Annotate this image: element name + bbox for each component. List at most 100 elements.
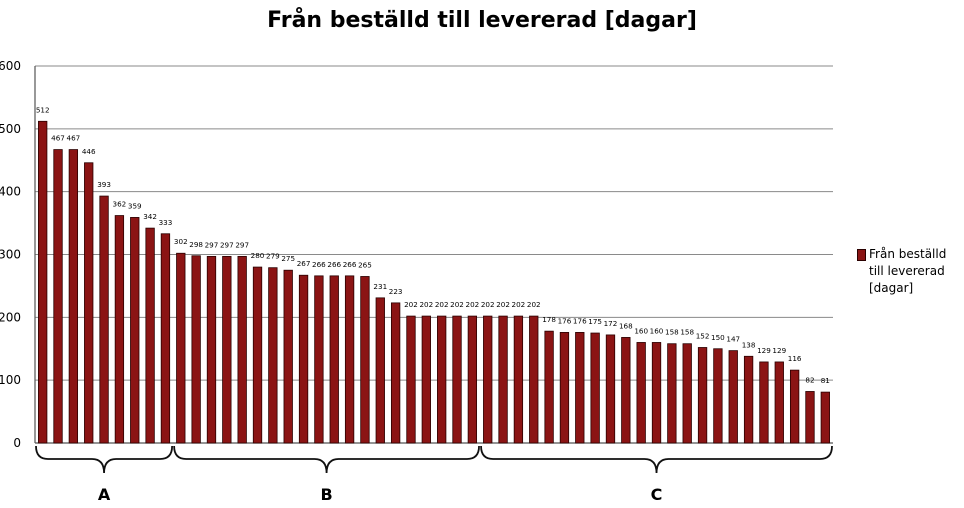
data-label: 359 [128, 201, 142, 210]
bar [130, 217, 140, 444]
data-label: 202 [404, 300, 418, 309]
data-label: 297 [205, 240, 219, 249]
data-label: 202 [419, 300, 433, 309]
bar [805, 391, 815, 444]
bar [667, 343, 677, 444]
bar [789, 369, 800, 444]
bar [682, 343, 692, 444]
data-label: 150 [711, 333, 725, 342]
y-tick-label: 200 [0, 310, 21, 324]
data-label: 176 [573, 316, 587, 325]
data-label: 160 [634, 326, 648, 335]
bar [621, 337, 631, 444]
bar [237, 255, 247, 444]
bar [222, 255, 232, 444]
bar [529, 315, 539, 444]
data-label: 202 [496, 300, 510, 309]
bar [114, 215, 125, 444]
bar [329, 275, 339, 444]
chart-title: Från beställd till levererad [dagar] [267, 8, 697, 33]
bar [820, 391, 830, 444]
legend-label: Från beställd till levererad [dagar] [869, 247, 947, 295]
data-label: 168 [619, 321, 633, 330]
data-label: 393 [97, 180, 111, 189]
data-label: 158 [665, 328, 679, 337]
group-brace [480, 445, 833, 474]
data-label: 333 [159, 218, 173, 227]
bar [559, 332, 570, 444]
data-label: 302 [174, 237, 188, 246]
group-label: C [651, 485, 663, 504]
data-label: 446 [82, 147, 96, 156]
y-tick-label: 400 [0, 185, 21, 199]
bar [314, 275, 324, 444]
data-label: 265 [358, 260, 372, 269]
data-label: 467 [51, 134, 65, 143]
data-label: 81 [821, 376, 830, 385]
y-tick-label: 600 [0, 59, 21, 73]
data-label: 342 [143, 212, 157, 221]
bar [268, 267, 278, 444]
y-tick-label: 300 [0, 248, 21, 262]
bar [84, 162, 94, 444]
bar [728, 350, 738, 444]
bar [99, 195, 109, 444]
data-label: 266 [343, 260, 357, 269]
data-label: 202 [481, 300, 495, 309]
data-label: 147 [726, 335, 740, 344]
data-label: 297 [235, 240, 249, 249]
bar [375, 297, 385, 444]
bar [575, 332, 585, 444]
group-brace [173, 445, 480, 474]
bar [774, 361, 784, 444]
data-label: 129 [757, 346, 771, 355]
bar [206, 255, 217, 444]
bar [252, 266, 263, 444]
bar [437, 315, 447, 444]
y-tick-label: 100 [0, 373, 21, 387]
data-label: 152 [696, 331, 710, 340]
data-label: 175 [588, 317, 602, 326]
group-braces: A B C [35, 445, 833, 504]
y-tick-label: 0 [13, 436, 21, 450]
data-label: 178 [542, 315, 556, 324]
bar [191, 255, 201, 444]
bar [344, 275, 355, 444]
bar [68, 149, 79, 444]
bar [467, 315, 478, 444]
data-label: 202 [435, 300, 449, 309]
group-brace [35, 445, 174, 474]
data-label: 266 [312, 260, 326, 269]
bar [452, 315, 462, 444]
bar [390, 302, 401, 444]
y-tick-label: 500 [0, 122, 21, 136]
data-label: 223 [389, 287, 403, 296]
data-label: 138 [742, 340, 756, 349]
bar [513, 315, 524, 444]
data-label: 129 [772, 346, 786, 355]
bar [145, 227, 155, 444]
data-label: 202 [512, 300, 526, 309]
bar [713, 348, 723, 444]
bars [38, 120, 830, 444]
data-label: 279 [266, 252, 280, 261]
data-label: 172 [604, 319, 618, 328]
y-axis: 0 100 200 300 400 500 600 [0, 59, 36, 450]
bar [483, 315, 493, 444]
data-label: 280 [251, 251, 265, 260]
bar [759, 361, 769, 444]
bar [636, 342, 646, 444]
bar [283, 269, 293, 444]
data-label: 267 [297, 259, 311, 268]
bar [298, 274, 309, 444]
data-label: 202 [450, 300, 464, 309]
bar [590, 332, 600, 444]
bar [360, 276, 370, 444]
data-label: 160 [650, 326, 664, 335]
bar [160, 233, 171, 444]
data-label: 82 [805, 375, 814, 384]
bar [53, 149, 63, 444]
data-label: 297 [220, 240, 234, 249]
data-label: 362 [113, 200, 127, 209]
